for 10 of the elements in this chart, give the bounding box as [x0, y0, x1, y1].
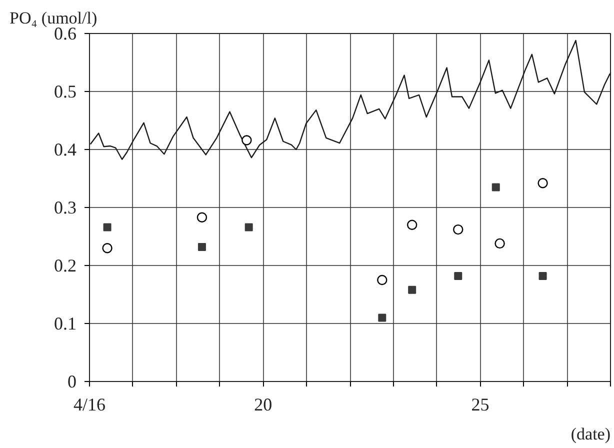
x-tick-label: 25 — [471, 394, 490, 414]
y-tick-label: 0 — [68, 372, 76, 392]
x-axis-title: (date) — [570, 424, 611, 444]
y-tick-label: 0.4 — [54, 140, 76, 160]
y-tick-label: 0.2 — [54, 256, 76, 276]
y-tick-label: 0.3 — [54, 198, 76, 218]
y-tick-label: 0.5 — [54, 82, 76, 102]
y-tick-label: 0.1 — [54, 314, 76, 334]
x-tick-label: 4/16 — [74, 394, 106, 414]
x-tick-label: 20 — [254, 394, 272, 414]
